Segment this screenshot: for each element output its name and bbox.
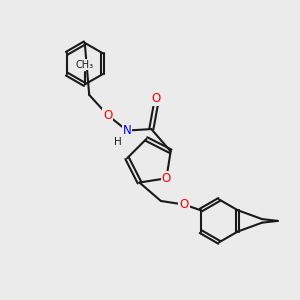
Text: O: O — [179, 198, 189, 211]
Text: O: O — [103, 109, 112, 122]
Text: O: O — [162, 172, 171, 185]
Text: O: O — [151, 92, 160, 105]
Text: H: H — [114, 137, 121, 147]
Text: N: N — [123, 124, 131, 137]
Text: CH₃: CH₃ — [76, 60, 94, 70]
